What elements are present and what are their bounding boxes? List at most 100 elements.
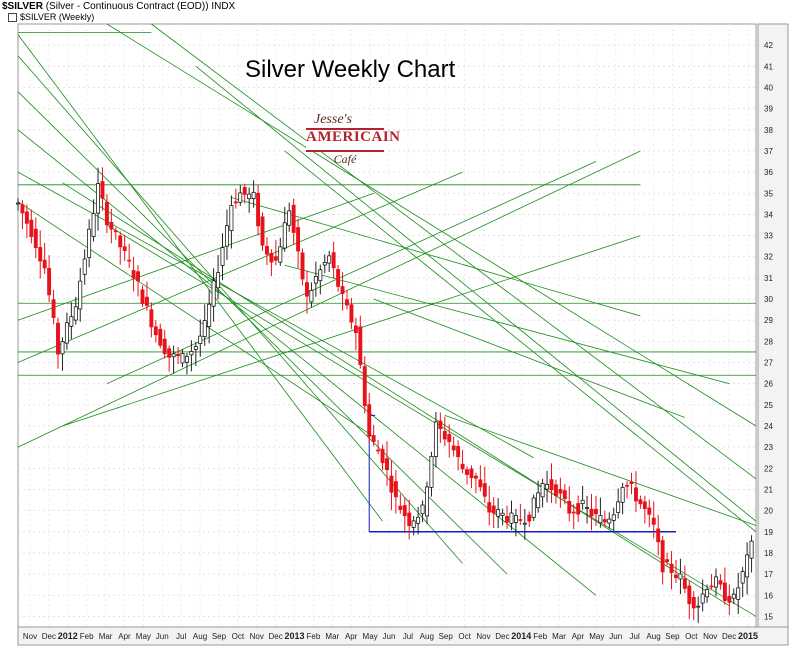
trendline: [195, 66, 757, 522]
candle-body: [482, 483, 487, 497]
candle-body: [69, 316, 74, 327]
candle-body: [616, 501, 621, 514]
candle-body: [665, 559, 670, 562]
candle-body: [682, 578, 687, 589]
candle-body: [96, 183, 100, 214]
y-tick-label: 19: [764, 528, 773, 537]
candle-body: [193, 346, 198, 350]
trendline: [17, 192, 374, 321]
y-tick-label: 18: [764, 549, 773, 558]
candle-body: [211, 280, 216, 307]
candle-body: [589, 508, 594, 517]
candle-body: [233, 201, 238, 204]
candle-body: [87, 228, 92, 258]
symbol-label: $SILVER: [2, 1, 43, 12]
logo-script-text: Jesse's: [314, 112, 352, 127]
candle-body: [225, 225, 229, 247]
x-tick-label: 2014: [511, 631, 531, 641]
x-tick-label: Nov: [476, 632, 490, 641]
x-tick-label: Apr: [118, 632, 131, 641]
candle-body: [238, 192, 243, 203]
candle-body: [731, 593, 736, 599]
candle-body: [220, 247, 225, 266]
candle-body: [207, 303, 212, 327]
candle-body: [438, 420, 443, 430]
date-axis: [17, 626, 789, 646]
y-tick-label: 41: [764, 62, 773, 71]
candle-body: [144, 296, 149, 306]
chart-symbol-header: $SILVER (Silver - Continuous Contract (E…: [2, 1, 235, 12]
candle-body: [256, 192, 261, 227]
candle-body: [625, 484, 630, 487]
candle-body: [331, 252, 336, 269]
candle-body: [260, 216, 265, 246]
logo-main-text: AMERICAIN: [306, 129, 401, 145]
x-tick-label: Dec: [269, 632, 283, 641]
trendline: [17, 201, 374, 437]
trendline: [17, 171, 534, 459]
x-tick-label: Jun: [609, 632, 622, 641]
x-tick-label: Dec: [42, 632, 56, 641]
logo-band: [306, 128, 384, 152]
candle-body: [722, 582, 727, 601]
candle-body: [696, 605, 701, 608]
candle-body: [153, 326, 158, 336]
candle-body: [300, 252, 305, 280]
y-tick-label: 39: [764, 105, 773, 114]
candle-body: [20, 204, 25, 214]
trendline: [151, 23, 757, 480]
trendline: [231, 197, 641, 317]
candle-body: [687, 585, 692, 605]
trendline: [106, 23, 757, 427]
candle-body: [291, 204, 296, 233]
x-tick-label: Mar: [99, 632, 113, 641]
candle-body: [505, 516, 509, 523]
candle-body: [496, 509, 501, 517]
candle-body: [607, 518, 612, 524]
candle-body: [638, 499, 643, 505]
x-tick-label: Jul: [630, 632, 640, 641]
candle-body: [656, 528, 661, 543]
candle-body: [313, 276, 318, 284]
candle-body: [73, 306, 78, 321]
candle-body: [411, 520, 416, 528]
candle-body: [629, 481, 634, 485]
candle-body: [42, 259, 47, 269]
candle-body: [553, 484, 558, 496]
candle-body: [113, 230, 118, 233]
candle-body: [465, 469, 469, 475]
x-tick-label: Feb: [307, 632, 321, 641]
y-tick-label: 38: [764, 126, 773, 135]
candle-body: [442, 431, 447, 440]
candle-body: [429, 456, 434, 488]
y-tick-label: 16: [764, 591, 773, 600]
y-tick-label: 23: [764, 443, 773, 452]
candle-body: [60, 341, 65, 355]
chart-title: Silver Weekly Chart: [245, 56, 456, 83]
x-tick-label: Mar: [552, 632, 566, 641]
x-tick-label: 2012: [58, 631, 78, 641]
price-axis: [757, 23, 789, 628]
candle-body: [47, 267, 52, 296]
y-tick-label: 29: [764, 316, 773, 325]
x-tick-label: Jul: [176, 632, 186, 641]
candle-body: [580, 499, 585, 504]
x-tick-label: May: [589, 632, 604, 641]
candle-body: [393, 481, 398, 498]
candle-body: [456, 446, 461, 458]
legend-swatch-icon: [8, 13, 17, 23]
candle-body: [371, 435, 376, 442]
trendline: [17, 34, 383, 522]
candle-body: [353, 325, 358, 334]
candle-body: [598, 515, 603, 524]
candle-body: [536, 492, 541, 509]
candle-body: [336, 269, 341, 287]
y-tick-label: 37: [764, 147, 773, 156]
candle-body: [149, 309, 154, 328]
y-tick-label: 20: [764, 507, 773, 516]
y-tick-label: 28: [764, 337, 773, 346]
candle-body: [318, 269, 323, 282]
y-tick-label: 33: [764, 232, 773, 241]
candle-body: [727, 595, 732, 603]
